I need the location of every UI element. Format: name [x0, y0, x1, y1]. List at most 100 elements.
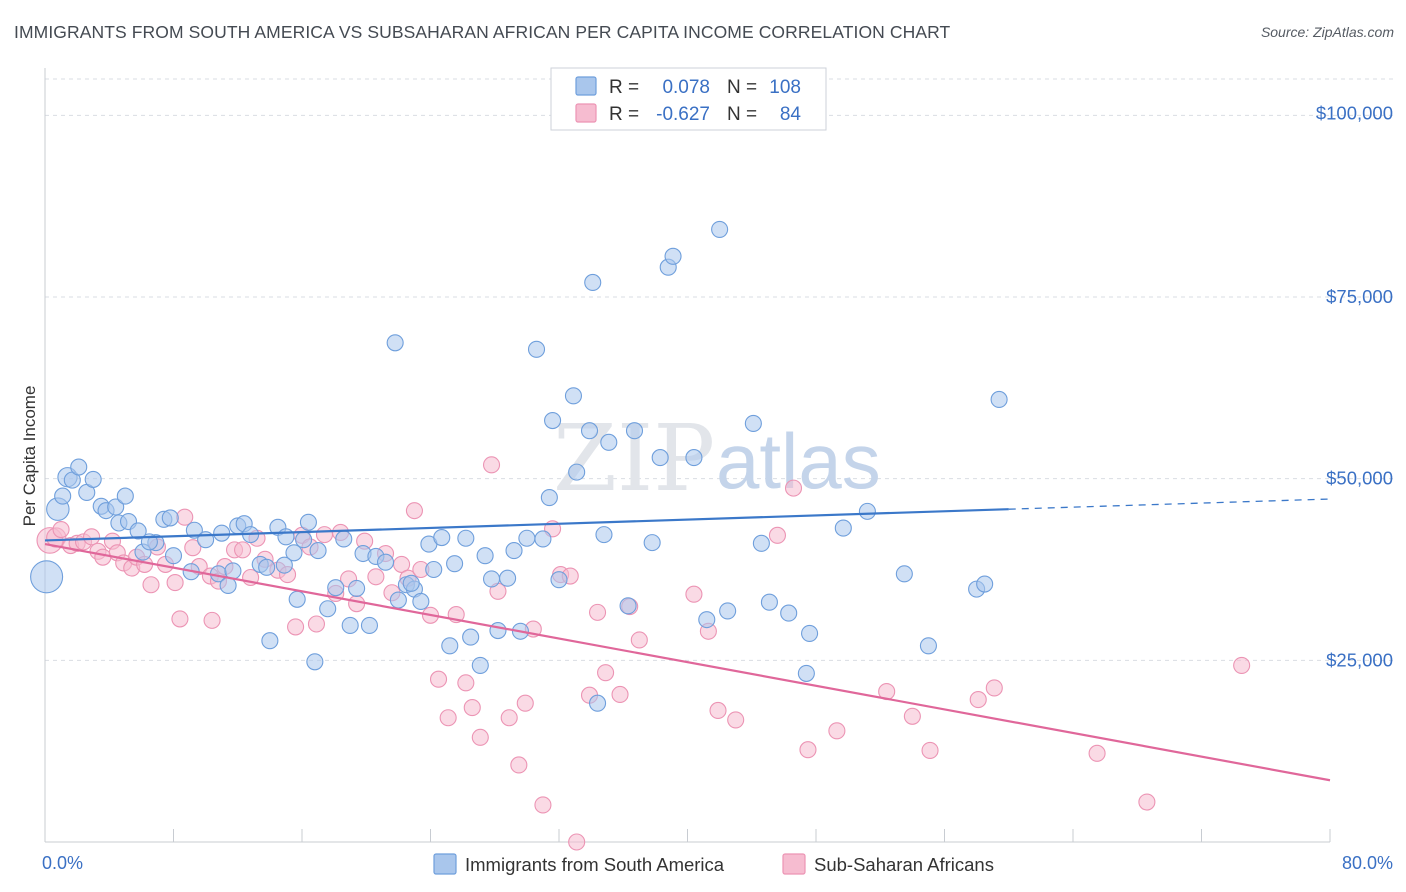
blue-point-38: [299, 513, 317, 531]
blue-point-59: [457, 529, 475, 547]
blue-point-10: [107, 498, 125, 516]
blue-point-19: [161, 509, 179, 527]
blue-point-92: [752, 534, 770, 552]
pink-point-60: [500, 709, 518, 727]
pink-point-28: [234, 541, 252, 559]
legend-r-value-2: -0.627: [656, 104, 710, 125]
blue-point-47: [360, 616, 379, 635]
bottom-legend-label-1: Immigrants from South America: [465, 854, 725, 875]
pink-point-2: [52, 520, 70, 539]
pink-point-80: [784, 479, 803, 497]
blue-point-31: [258, 558, 276, 576]
series-legend: Immigrants from South America Sub-Sahara…: [433, 853, 994, 875]
blue-point-51: [386, 334, 404, 352]
legend-n-label-2: N =: [727, 104, 757, 125]
legend-n-label-1: N =: [727, 77, 757, 98]
pink-point-49: [405, 502, 423, 520]
pink-point-57: [471, 728, 489, 746]
blue-point-41: [319, 600, 337, 618]
pink-point-6: [83, 528, 101, 546]
blue-point-25: [219, 576, 237, 595]
legend-r-label-1: R =: [609, 77, 639, 98]
blue-point-99: [895, 565, 913, 583]
blue-point-42: [327, 579, 345, 597]
blue-point-106: [275, 556, 293, 574]
blue-point-57: [441, 637, 459, 655]
blue-point-98: [858, 502, 876, 520]
blue-point-2: [54, 487, 72, 505]
blue-point-83: [643, 534, 661, 552]
blue-point-96: [801, 624, 819, 642]
pink-point-42: [348, 595, 366, 613]
pink-point-44: [367, 568, 385, 586]
pink-point-85: [921, 741, 939, 759]
blue-point-91: [744, 414, 762, 432]
pink-point-18: [166, 574, 184, 592]
pink-point-19: [171, 610, 189, 628]
blue-point-14: [129, 522, 147, 540]
blue-point-78: [588, 694, 607, 712]
blue-point-68: [518, 529, 536, 547]
axes: [44, 68, 1331, 843]
blue-point-45: [348, 579, 366, 597]
blue-point-54: [412, 592, 430, 611]
trend-line-blue: [44, 508, 1009, 542]
y-axis-label: Per Capita Income: [20, 386, 39, 527]
pink-point-70: [588, 603, 607, 621]
pink-point-52: [429, 670, 448, 688]
legend-r-value-1: 0.078: [662, 77, 710, 98]
blue-point-61: [471, 656, 489, 674]
pink-point-37: [307, 615, 326, 633]
blue-point-74: [564, 387, 583, 405]
blue-point-77: [584, 273, 602, 292]
correlation-legend: R = 0.078 N = 108 R = -0.627 N = 84: [550, 67, 827, 131]
blue-point-80: [600, 433, 618, 451]
pink-point-87: [985, 679, 1003, 697]
blue-point-107: [213, 524, 231, 542]
blue-point-50: [389, 591, 407, 609]
blue-point-97: [834, 519, 852, 537]
blue-point-71: [540, 489, 558, 507]
pink-point-56: [463, 699, 481, 717]
blue-point-73: [550, 571, 568, 589]
blue-point-86: [664, 247, 682, 265]
blue-point-105: [425, 560, 443, 579]
source-credit: Source: ZipAtlas.com: [1260, 24, 1394, 40]
blue-point-84: [651, 449, 669, 467]
blue-point-35: [285, 544, 303, 562]
blue-point-89: [711, 220, 729, 238]
blue-point-104: [402, 574, 420, 592]
watermark: ZIP atlas: [553, 405, 881, 512]
blue-point-69: [527, 340, 546, 358]
bottom-legend-swatch-pink: [782, 853, 806, 875]
blue-point-5: [70, 458, 88, 476]
x-tick-label-min: 0.0%: [42, 853, 83, 873]
trend-line-blue-extension: [1008, 498, 1331, 510]
blue-point-66: [505, 542, 523, 560]
pink-point-77: [709, 701, 727, 720]
blue-point-95: [797, 664, 815, 682]
pink-point-89: [1138, 793, 1156, 811]
trend-lines: [44, 498, 1331, 782]
blue-point-49: [376, 553, 395, 571]
blue-point-20: [164, 547, 183, 565]
blue-point-103: [990, 390, 1008, 409]
blue-point-58: [446, 555, 464, 573]
chart-title: IMMIGRANTS FROM SOUTH AMERICA VS SUBSAHA…: [14, 22, 951, 42]
blue-point-82: [625, 422, 644, 440]
y-tick-label-0: $25,000: [1326, 649, 1393, 670]
blue-point-62: [476, 547, 494, 565]
y-tick-labels: $25,000 $50,000 $75,000 $100,000: [1316, 102, 1393, 670]
blue-point-44: [341, 616, 359, 635]
blue-point-56: [433, 528, 451, 547]
blue-point-88: [698, 611, 716, 629]
blue-point-39: [309, 542, 327, 560]
pink-point-78: [727, 711, 745, 729]
blue-point-102: [976, 575, 994, 593]
blue-point-100: [919, 637, 937, 655]
bottom-legend-swatch-blue: [433, 853, 457, 875]
pink-point-55: [457, 674, 475, 692]
y-tick-label-3: $100,000: [1316, 102, 1393, 123]
bottom-legend-label-2: Sub-Saharan Africans: [814, 854, 994, 875]
